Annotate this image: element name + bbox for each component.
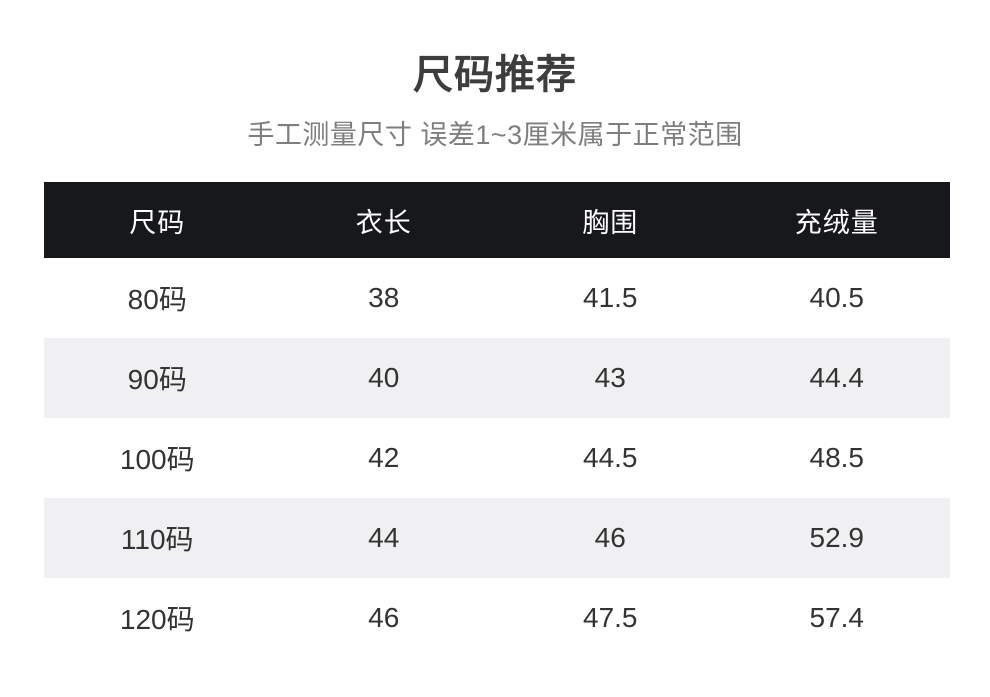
size-table-body: 80码 38 41.5 40.5 90码 40 43 44.4 100码 42 … bbox=[44, 258, 950, 658]
fill-cell: 48.5 bbox=[809, 442, 865, 473]
column-header-size: 尺码 bbox=[129, 207, 186, 238]
table-row: 80码 38 41.5 40.5 bbox=[44, 258, 950, 338]
size-cell: 80码 bbox=[127, 284, 187, 315]
size-cell: 90码 bbox=[127, 364, 187, 395]
length-cell: 46 bbox=[368, 602, 400, 633]
table-row: 90码 40 43 44.4 bbox=[44, 338, 950, 418]
chest-cell: 41.5 bbox=[583, 282, 638, 313]
length-cell: 42 bbox=[368, 442, 400, 473]
table-row: 110码 44 46 52.9 bbox=[44, 498, 950, 578]
fill-cell: 52.9 bbox=[809, 522, 865, 553]
page-title: 尺码推荐 bbox=[413, 53, 577, 97]
chest-cell: 44.5 bbox=[583, 442, 638, 473]
chest-cell: 46 bbox=[594, 522, 626, 553]
fill-cell: 57.4 bbox=[809, 602, 865, 633]
length-cell: 38 bbox=[368, 282, 400, 313]
page-subtitle: 手工测量尺寸 误差1~3厘米属于正常范围 bbox=[247, 120, 743, 150]
table-row: 120码 46 47.5 57.4 bbox=[44, 578, 950, 658]
length-cell: 44 bbox=[368, 522, 400, 553]
chest-cell: 47.5 bbox=[583, 602, 638, 633]
length-cell: 40 bbox=[368, 362, 400, 393]
size-table-header: 尺码 衣长 胸围 充绒量 bbox=[44, 182, 950, 258]
table-row: 100码 42 44.5 48.5 bbox=[44, 418, 950, 498]
column-header-fill: 充绒量 bbox=[794, 207, 879, 238]
size-cell: 110码 bbox=[120, 524, 194, 555]
size-cell: 100码 bbox=[119, 444, 195, 475]
fill-cell: 44.4 bbox=[809, 362, 865, 393]
fill-cell: 40.5 bbox=[809, 282, 865, 313]
size-cell: 120码 bbox=[119, 604, 195, 635]
chest-cell: 43 bbox=[594, 362, 626, 393]
column-header-length: 衣长 bbox=[355, 207, 412, 238]
size-table: 尺码 衣长 胸围 充绒量 80码 38 41.5 40.5 90码 40 43 … bbox=[44, 182, 950, 658]
column-header-chest: 胸围 bbox=[582, 207, 639, 238]
